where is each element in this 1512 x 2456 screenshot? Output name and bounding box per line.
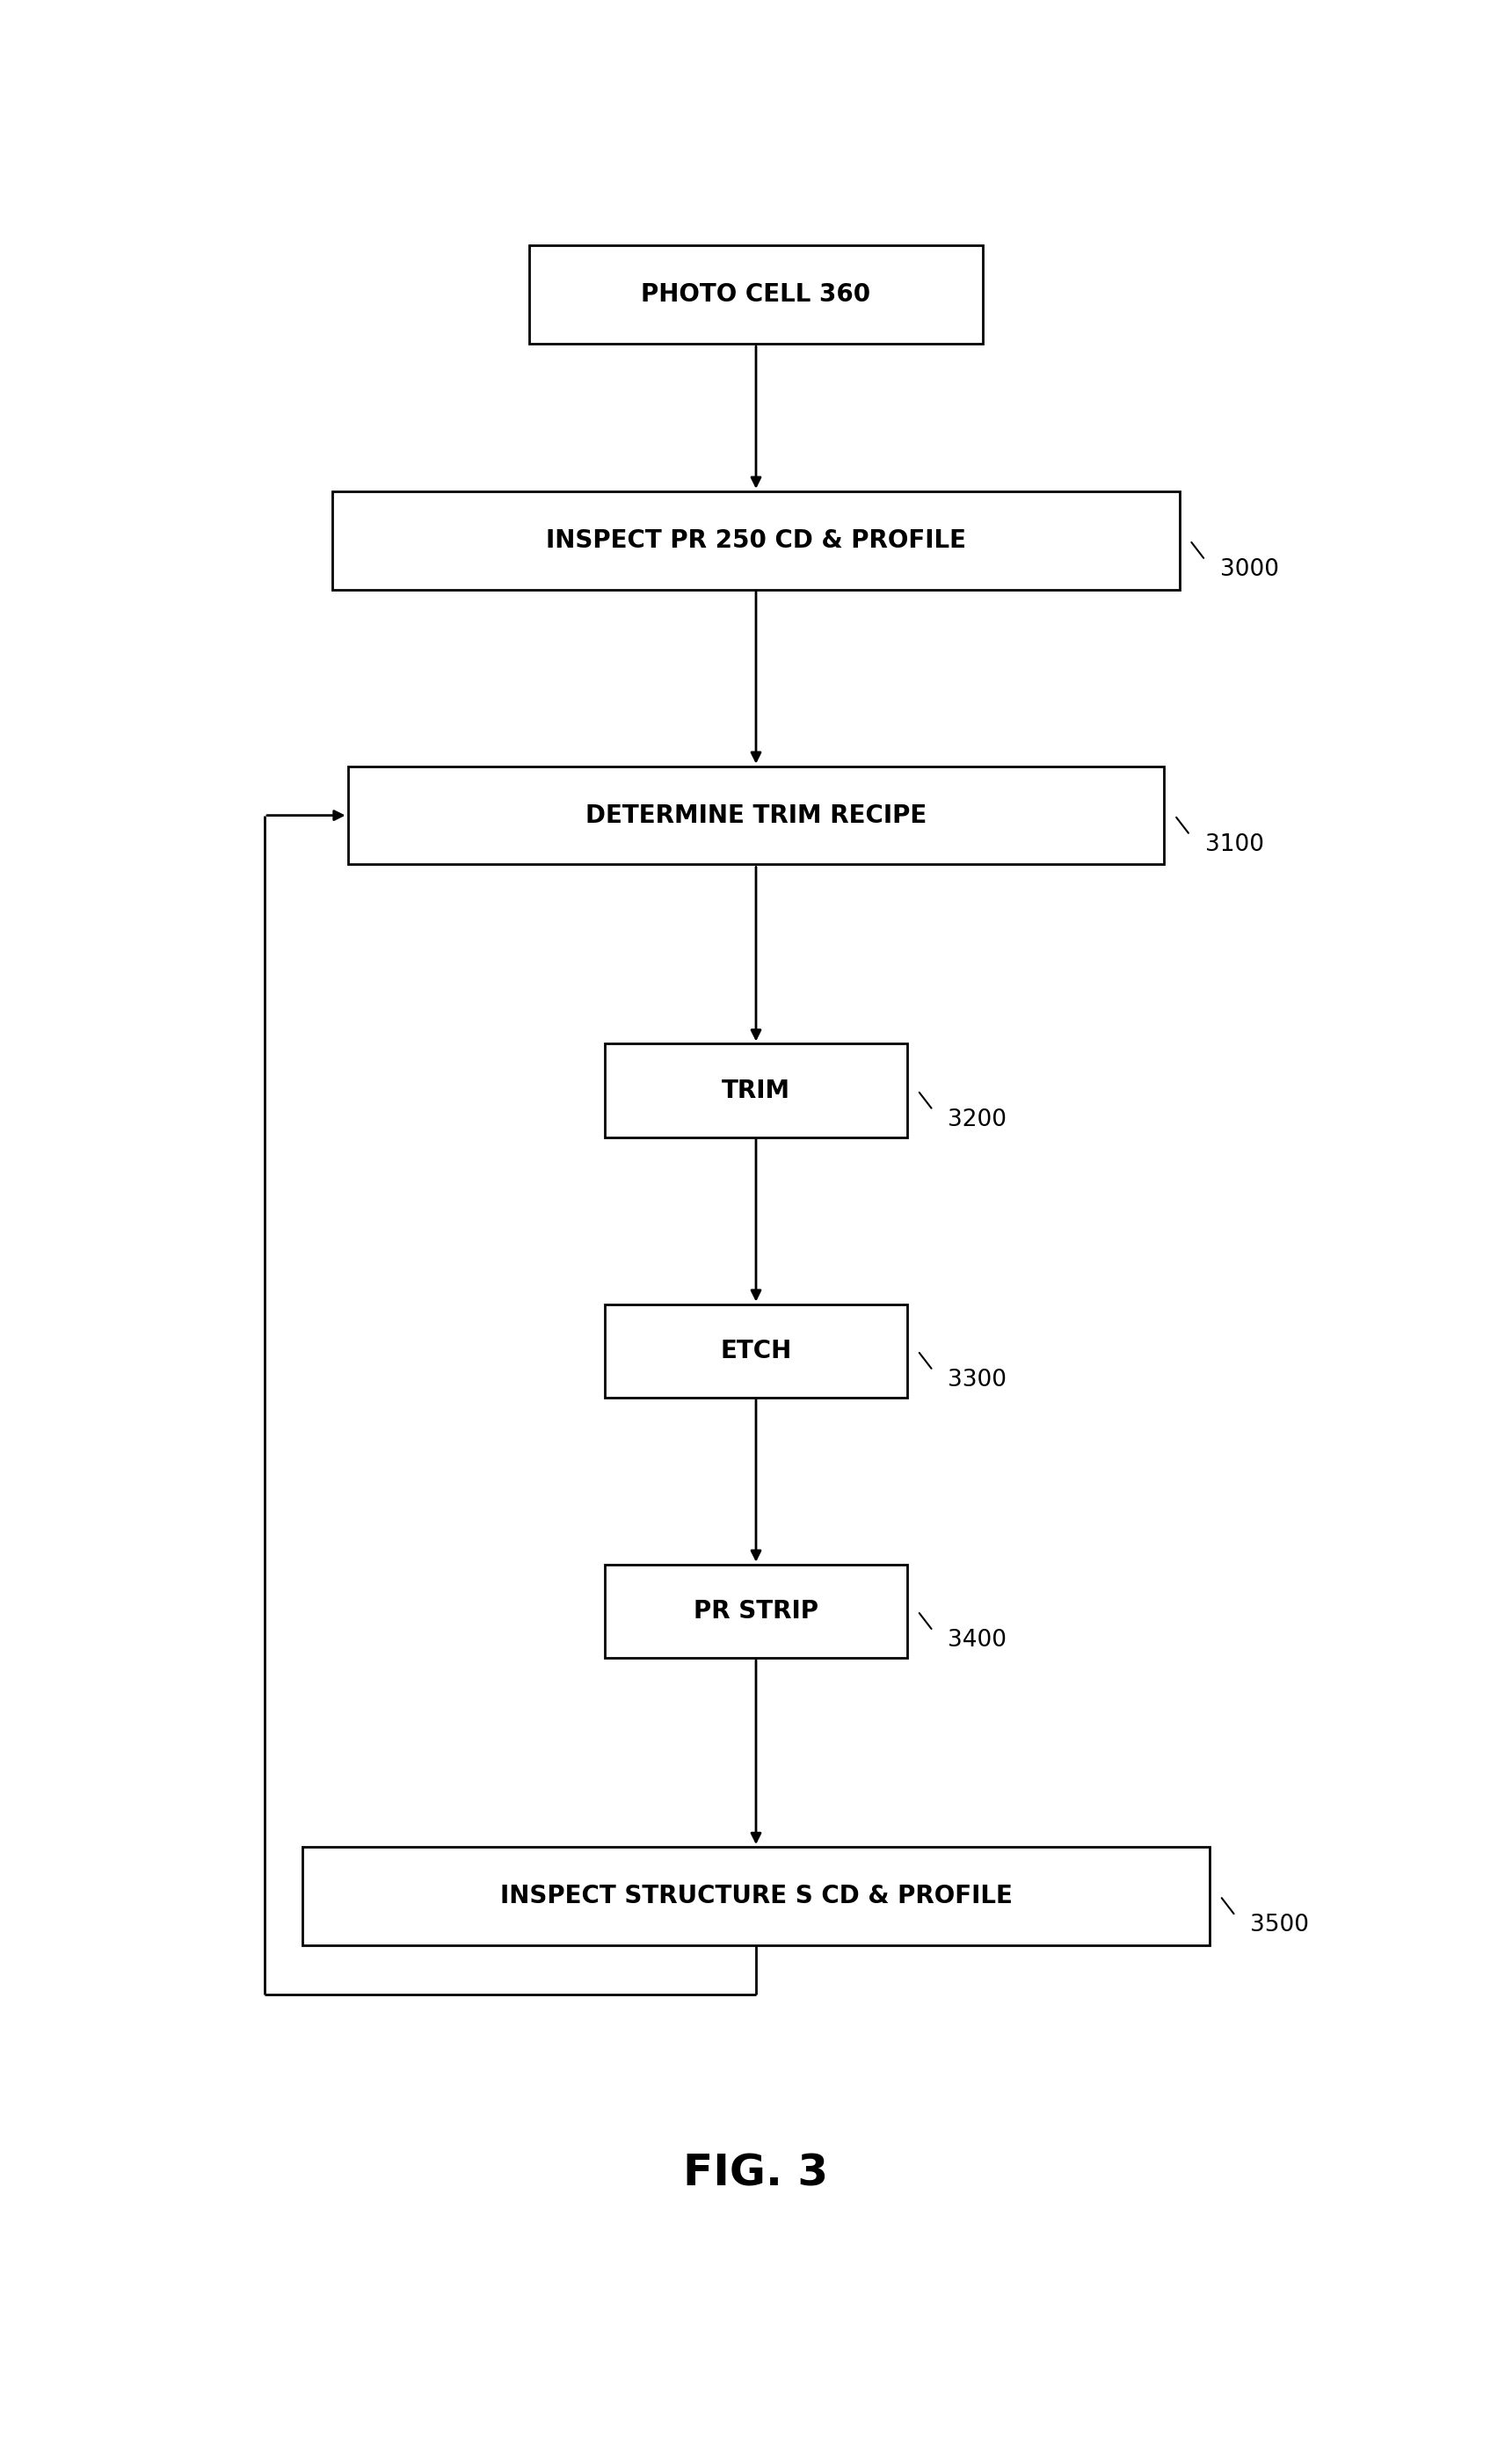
Text: 3300: 3300 xyxy=(948,1368,1007,1393)
Text: FIG. 3: FIG. 3 xyxy=(683,2151,829,2196)
Text: INSPECT PR 250 CD & PROFILE: INSPECT PR 250 CD & PROFILE xyxy=(546,528,966,553)
Text: ETCH: ETCH xyxy=(720,1339,792,1363)
Text: 3400: 3400 xyxy=(948,1628,1007,1653)
Text: DETERMINE TRIM RECIPE: DETERMINE TRIM RECIPE xyxy=(585,803,927,828)
Text: TRIM: TRIM xyxy=(721,1078,791,1103)
Text: INSPECT STRUCTURE S CD & PROFILE: INSPECT STRUCTURE S CD & PROFILE xyxy=(500,1884,1012,1908)
Bar xyxy=(605,1304,907,1397)
Text: 3100: 3100 xyxy=(1205,833,1264,857)
Bar xyxy=(605,1044,907,1137)
Text: PR STRIP: PR STRIP xyxy=(694,1599,818,1623)
Bar xyxy=(333,491,1179,589)
Bar xyxy=(302,1847,1210,1945)
Bar xyxy=(605,1564,907,1658)
Bar xyxy=(529,246,983,344)
Text: 3000: 3000 xyxy=(1220,558,1279,582)
Bar xyxy=(348,766,1164,865)
Text: 3500: 3500 xyxy=(1250,1913,1309,1938)
Text: 3200: 3200 xyxy=(948,1108,1007,1132)
Text: PHOTO CELL 360: PHOTO CELL 360 xyxy=(641,282,871,307)
